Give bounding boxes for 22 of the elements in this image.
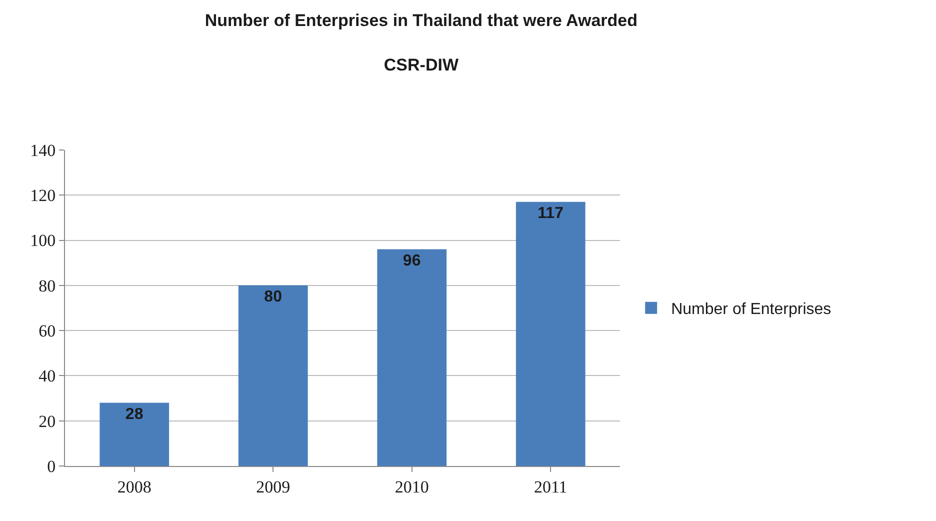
bar [516, 202, 586, 466]
y-tick-label: 100 [30, 231, 56, 250]
y-tick-label: 80 [38, 276, 56, 296]
x-tick-label: 2010 [394, 477, 429, 496]
bar [238, 285, 308, 466]
x-tick-label: 2011 [534, 477, 568, 496]
bar [377, 249, 447, 466]
y-tick-label: 120 [30, 186, 56, 206]
chart-title: Number of Enterprises in Thailand that were Awarded CSR-DIW [204, 11, 638, 74]
x-tick-label: 2008 [117, 477, 152, 496]
y-tick-label: 40 [38, 366, 56, 386]
x-tick-label: 2009 [256, 477, 290, 496]
y-tick-label: 140 [30, 140, 56, 160]
y-tick-label: 60 [38, 322, 56, 341]
y-tick-label: 0 [47, 456, 56, 476]
legend-label: Number of Enterprises [671, 301, 832, 318]
y-tick-label: 20 [38, 412, 56, 431]
data-label: 117 [538, 204, 564, 222]
data-label: 80 [264, 288, 282, 306]
data-label: 28 [125, 406, 144, 423]
data-label: 96 [402, 252, 421, 270]
bar [100, 402, 170, 466]
